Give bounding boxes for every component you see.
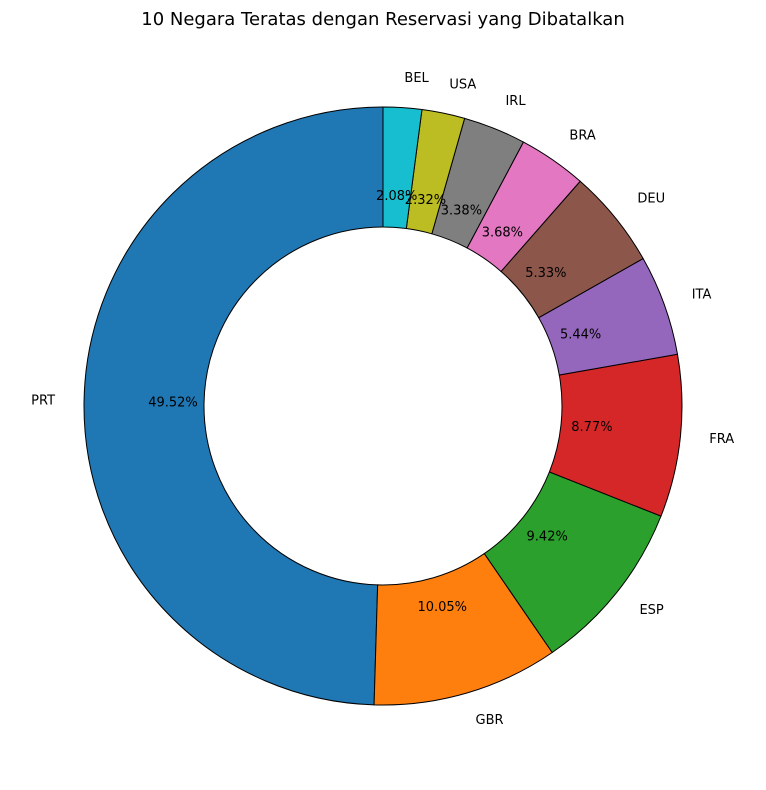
percent-label-ita: 5.44% (560, 328, 601, 343)
percent-label-deu: 5.33% (525, 266, 566, 281)
category-label-esp: ESP (639, 603, 663, 618)
percent-label-prt: 49.52% (148, 395, 198, 410)
category-label-ita: ITA (692, 288, 712, 303)
category-label-irl: IRL (505, 94, 526, 109)
percent-label-group: 49.52% 10.05% 9.42% 8.77% 5.44% 5.33% 3.68%3.3… (148, 189, 612, 615)
slice-group (83, 106, 683, 706)
category-label-gbr: GBR (476, 713, 504, 728)
percent-label-esp: 9.42% (527, 529, 568, 544)
percent-label-usa: 2.32% (405, 193, 446, 208)
percent-label-gbr: 10.05% (417, 600, 467, 615)
percent-label-irl: 3.38% (441, 204, 482, 219)
chart-title: 10 Negara Teratas dengan Reservasi yang … (141, 9, 625, 30)
category-label-bel: BEL (404, 71, 429, 86)
category-label-deu: DEU (637, 191, 665, 206)
percent-label-bra: 3.68% (482, 226, 523, 241)
category-label-usa: USA (449, 77, 476, 92)
category-label-prt: PRT (31, 394, 55, 409)
category-label-bra: BRA (569, 129, 595, 144)
percent-label-bel: 2.08% (376, 189, 417, 204)
slice-bel (382, 106, 423, 230)
category-label-fra: FRA (709, 432, 734, 447)
percent-label-fra: 8.77% (571, 420, 612, 435)
slice-prt (83, 106, 384, 706)
category-label-group: PRT GBR ESP FRA ITA DEU BRA IRL USA BEL (31, 71, 734, 728)
